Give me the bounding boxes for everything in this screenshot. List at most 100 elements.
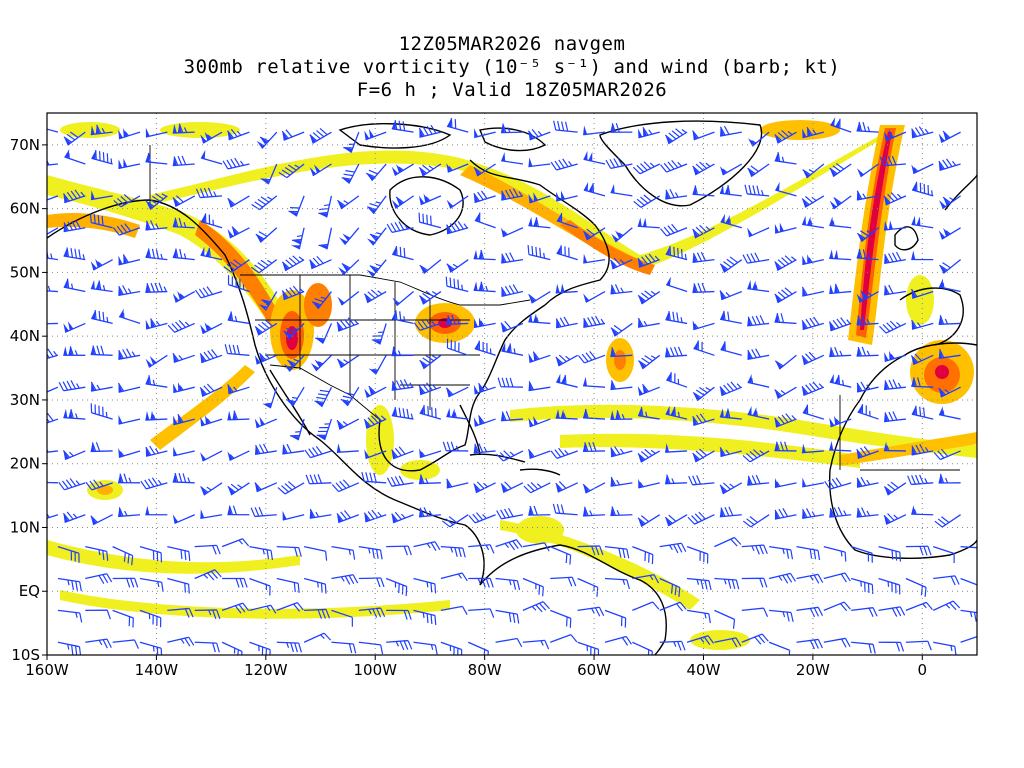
barb-pennant xyxy=(343,147,353,153)
barb-pennant xyxy=(861,291,868,300)
barb-half-feather xyxy=(295,430,301,433)
barb-feather xyxy=(285,288,293,297)
barb-half-feather xyxy=(368,609,372,615)
barb-feather xyxy=(954,646,957,655)
barb-pennant xyxy=(528,193,534,203)
barb-feather xyxy=(293,582,296,592)
barb-half-feather xyxy=(867,253,871,260)
wind-barb xyxy=(887,482,907,496)
barb-feather xyxy=(527,483,535,492)
barb-half-feather xyxy=(643,320,648,327)
barb-feather xyxy=(924,587,927,597)
barb-feather xyxy=(719,447,726,456)
barb-feather xyxy=(476,512,484,521)
barb-feather xyxy=(374,413,383,422)
barb-feather xyxy=(726,383,734,392)
title-line-2: 300mb relative vorticity (10⁻⁵ s⁻¹) and … xyxy=(183,56,841,78)
barb-feather xyxy=(535,217,539,227)
barb-pennant xyxy=(856,315,861,325)
barb-feather xyxy=(161,582,164,592)
barb-half-feather xyxy=(75,480,81,486)
barb-feather xyxy=(343,318,351,327)
barb-feather xyxy=(829,507,835,517)
barb-half-feather xyxy=(518,191,523,197)
barb-feather xyxy=(370,289,379,297)
barb-half-feather xyxy=(155,320,161,326)
barb-feather xyxy=(446,224,453,233)
barb-feather xyxy=(528,293,537,301)
barb-feather xyxy=(832,319,840,329)
barb-feather xyxy=(227,485,236,493)
coastline xyxy=(479,127,547,152)
barb-feather xyxy=(911,475,916,485)
barb-feather xyxy=(872,607,878,617)
wind-barb xyxy=(175,195,196,207)
barb-feather xyxy=(672,311,675,322)
barb-pennant xyxy=(556,373,561,383)
barb-feather xyxy=(380,607,386,617)
barb-feather xyxy=(308,448,315,457)
barb-feather xyxy=(748,184,752,195)
barb-feather xyxy=(283,330,293,336)
barb-feather xyxy=(625,636,632,645)
barb-feather xyxy=(41,473,44,482)
barb-feather xyxy=(468,515,476,524)
wind-barb xyxy=(721,290,743,301)
wind-barb xyxy=(528,253,551,261)
barb-feather xyxy=(66,511,74,520)
barb-half-feather xyxy=(292,396,298,399)
wind-barb xyxy=(419,412,442,420)
barb-pennant xyxy=(720,341,725,351)
barb-feather xyxy=(692,228,700,237)
wind-barb xyxy=(282,514,305,521)
barb-feather xyxy=(692,452,701,460)
wind-barb xyxy=(474,386,496,395)
barb-feather xyxy=(32,445,36,454)
barb-half-feather xyxy=(751,545,755,552)
barb-feather xyxy=(844,638,851,647)
barb-feather xyxy=(315,445,323,455)
barb-half-feather xyxy=(183,127,188,133)
barb-feather xyxy=(123,473,128,483)
wind-barb xyxy=(326,195,333,218)
barb-feather xyxy=(680,542,687,552)
wind-barb xyxy=(604,577,627,581)
barb-feather xyxy=(442,520,451,528)
barb-pennant xyxy=(561,374,566,385)
barb-feather xyxy=(47,513,50,518)
barb-pennant xyxy=(665,474,670,484)
barb-feather xyxy=(569,555,572,565)
barb-feather xyxy=(584,408,589,419)
lat-tick-label: EQ xyxy=(19,582,40,600)
barb-feather xyxy=(92,345,97,355)
barb-feather xyxy=(344,575,351,585)
barb-pennant xyxy=(583,293,590,303)
wind-barb xyxy=(264,291,278,311)
barb-feather xyxy=(544,640,550,650)
wind-barb xyxy=(200,220,223,229)
wind-barb xyxy=(960,635,977,643)
barb-feather xyxy=(174,472,179,483)
barb-feather xyxy=(395,196,405,204)
wind-barb xyxy=(768,641,790,651)
barb-pennant xyxy=(829,417,835,427)
barb-feather xyxy=(478,382,485,392)
barb-feather xyxy=(102,574,109,584)
coastline xyxy=(479,544,667,655)
barb-feather xyxy=(983,548,985,557)
barb-feather xyxy=(403,610,408,620)
barb-feather xyxy=(422,383,430,392)
barb-feather xyxy=(504,508,510,518)
barb-feather xyxy=(447,315,452,325)
barb-half-feather xyxy=(477,578,481,584)
barb-pennant xyxy=(255,234,264,243)
barb-feather xyxy=(938,160,945,170)
wind-barb xyxy=(200,254,223,261)
barb-pennant xyxy=(670,406,675,417)
wind-barb xyxy=(529,195,551,204)
barb-feather xyxy=(610,284,616,294)
barb-pennant xyxy=(610,347,615,357)
barb-pennant xyxy=(396,197,403,206)
wind-barb xyxy=(259,227,278,243)
